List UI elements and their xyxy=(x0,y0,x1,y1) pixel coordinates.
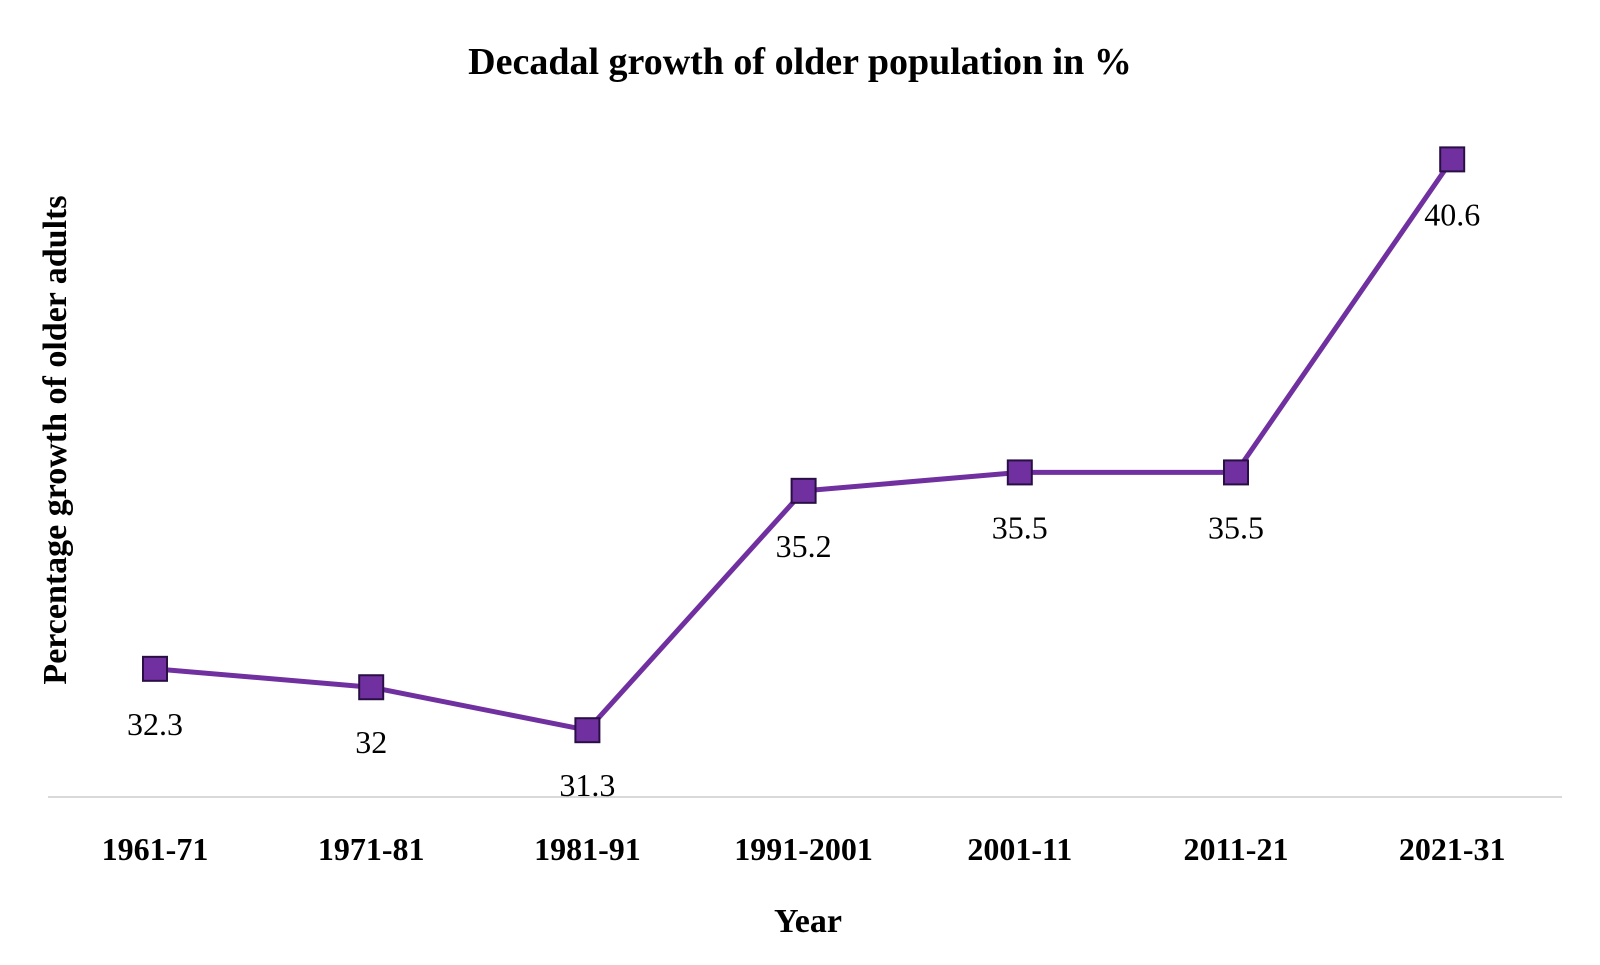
data-point-marker xyxy=(790,477,817,504)
chart-title: Decadal growth of older population in % xyxy=(468,41,1132,83)
data-label: 35.5 xyxy=(1208,509,1264,545)
data-label: 40.6 xyxy=(1424,196,1480,232)
data-point-marker xyxy=(1223,459,1249,486)
data-label: 31.3 xyxy=(559,767,615,803)
data-point-marker xyxy=(358,674,385,701)
x-tick-label: 1991-2001 xyxy=(734,831,873,867)
data-point-marker xyxy=(142,655,168,682)
x-tick-label: 2011-21 xyxy=(1184,831,1289,867)
data-label: 35.2 xyxy=(776,528,832,564)
x-tick-label: 1971-81 xyxy=(318,831,425,867)
data-label: 35.5 xyxy=(992,509,1048,545)
data-point-marker xyxy=(574,717,601,744)
data-point-marker xyxy=(1439,146,1466,173)
x-tick-label: 1961-71 xyxy=(102,831,209,867)
x-tick-label: 2001-11 xyxy=(967,831,1072,867)
data-label: 32.3 xyxy=(127,706,183,742)
data-labels: 32.3 32 31.3 35.2 35.5 35.5 40.6 xyxy=(127,196,1480,803)
x-tick-labels: 1961-71 1971-81 1981-91 1991-2001 2001-11 201… xyxy=(102,831,1506,867)
data-point-marker xyxy=(1006,459,1033,486)
x-tick-label: 2021-31 xyxy=(1399,831,1506,867)
x-axis-title: Year xyxy=(774,903,842,940)
y-axis-title: Percentage growth of older adults xyxy=(37,195,74,684)
series-line-layer xyxy=(142,146,1466,744)
x-tick-label: 1981-91 xyxy=(534,831,641,867)
series-line xyxy=(152,156,1455,733)
data-label: 32 xyxy=(355,724,387,760)
